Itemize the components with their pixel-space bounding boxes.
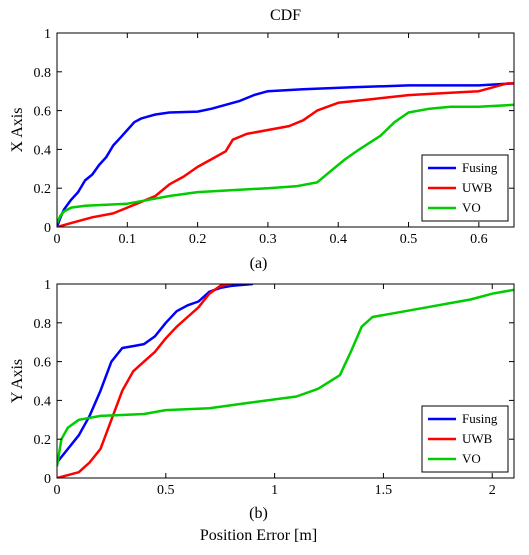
x-tick-label: 0: [54, 483, 61, 498]
y-tick-label: 1: [44, 278, 51, 293]
y-tick-label: 0: [44, 472, 51, 487]
y-tick-label: 0.4: [34, 143, 52, 158]
chart-panel-1: 0 0.5 1 1.5 2 0 0.2 0.4 0.6 0.8 1 Y Axis (b) Position…: [9, 278, 515, 544]
series-line-vo: [57, 288, 514, 467]
legend-label-fusing: Fusing: [462, 411, 498, 426]
legend: Fusing UWB VO: [421, 405, 509, 473]
chart-panel-0: CDF 0 0.1 0.2 0.3 0.4 0.5 0.6 0 0.2 0.4 0.6 0.8 1 X Ax…: [9, 7, 515, 272]
panel-caption: (a): [250, 255, 268, 272]
plot-frame: [56, 283, 515, 479]
y-tick-label: 1: [44, 27, 51, 42]
chart-title: CDF: [270, 7, 301, 24]
x-axis-label: Position Error [m]: [200, 527, 317, 544]
series-line-uwb: [57, 284, 232, 478]
legend-label-uwb: UWB: [462, 180, 493, 195]
legend-label-uwb: UWB: [462, 431, 493, 446]
y-axis-label: X Axis: [9, 108, 26, 153]
x-tick-label: 1: [271, 483, 278, 498]
y-axis-label: Y Axis: [9, 359, 26, 403]
y-tick-label: 0.4: [34, 394, 52, 409]
x-tick-label: 0.1: [119, 232, 137, 247]
x-tick-label: 0.5: [400, 232, 418, 247]
y-tick-label: 0.8: [34, 66, 52, 81]
legend-label-vo: VO: [462, 451, 481, 466]
series-line-uwb: [57, 82, 514, 227]
legend-label-vo: VO: [462, 200, 481, 215]
x-tick-label: 2: [489, 483, 496, 498]
x-tick-label: 0: [54, 232, 61, 247]
series-line-vo: [57, 103, 514, 224]
x-tick-label: 0.4: [329, 232, 347, 247]
y-tick-label: 0.2: [34, 182, 52, 197]
y-tick-label: 0.2: [34, 433, 52, 448]
legend-label-fusing: Fusing: [462, 160, 498, 175]
x-tick-label: 0.3: [259, 232, 277, 247]
x-tick-label: 0.5: [157, 483, 175, 498]
x-tick-label: 1.5: [375, 483, 393, 498]
y-tick-label: 0: [44, 221, 51, 236]
panel-caption: (b): [249, 505, 268, 522]
y-tick-label: 0.6: [34, 105, 52, 120]
y-tick-label: 0.6: [34, 356, 52, 371]
y-tick-label: 0.8: [34, 317, 52, 332]
series-line-fusing: [57, 82, 514, 227]
plot-frame: [56, 32, 515, 228]
legend: Fusing UWB VO: [421, 154, 509, 222]
series-line-fusing: [57, 284, 254, 464]
x-tick-label: 0.6: [470, 232, 488, 247]
x-tick-label: 0.2: [189, 232, 207, 247]
